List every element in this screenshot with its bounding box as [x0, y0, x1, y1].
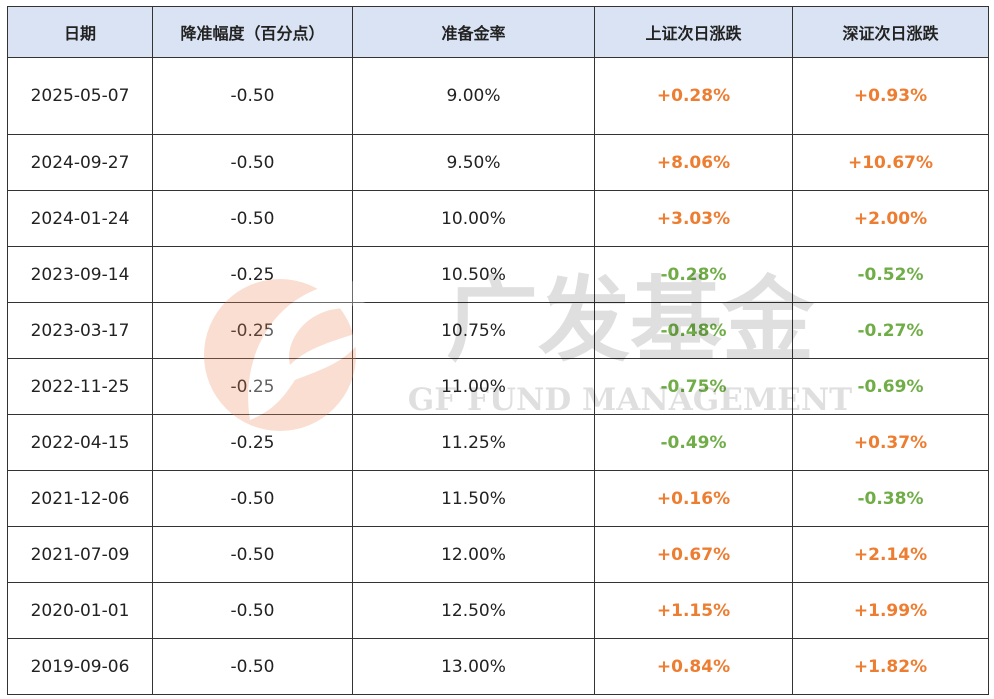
table-cell: +10.67% [792, 134, 989, 191]
table-cell: +0.93% [792, 57, 989, 135]
table-cell: 10.75% [352, 302, 595, 359]
table-cell: -0.48% [594, 302, 793, 359]
table-cell: 2022-11-25 [7, 358, 153, 415]
table-cell: +0.16% [594, 470, 793, 527]
table-row: 2023-09-14 -0.25 10.50% -0.28% -0.52% [7, 246, 989, 303]
table-cell: 2023-09-14 [7, 246, 153, 303]
table-cell: 12.50% [352, 582, 595, 639]
table-cell: 2022-04-15 [7, 414, 153, 471]
table-cell: -0.27% [792, 302, 989, 359]
table-row: 2025-05-07 -0.50 9.00% +0.28% +0.93% [7, 57, 989, 135]
table-cell: +1.82% [792, 638, 989, 695]
table-cell: +0.28% [594, 57, 793, 135]
table-cell: 2025-05-07 [7, 57, 153, 135]
table-cell: -0.25 [152, 414, 353, 471]
table-cell: -0.69% [792, 358, 989, 415]
table-row: 2022-04-15 -0.25 11.25% -0.49% +0.37% [7, 414, 989, 471]
table-cell: +0.84% [594, 638, 793, 695]
table-cell: +0.67% [594, 526, 793, 583]
table-body: 2025-05-07 -0.50 9.00% +0.28% +0.93% 2024-09-… [7, 57, 989, 695]
table-cell: +3.03% [594, 190, 793, 247]
table-cell: -0.50 [152, 582, 353, 639]
table-cell: -0.75% [594, 358, 793, 415]
header-row: 日期 降准幅度（百分点） 准备金率 上证次日涨跌 深证次日涨跌 [7, 6, 989, 58]
header-cell: 日期 [7, 6, 153, 58]
table-row: 2019-09-06 -0.50 13.00% +0.84% +1.82% [7, 638, 989, 695]
table-row: 2024-01-24 -0.50 10.00% +3.03% +2.00% [7, 190, 989, 247]
table-cell: -0.28% [594, 246, 793, 303]
table-cell: 2021-12-06 [7, 470, 153, 527]
table-cell: 11.25% [352, 414, 595, 471]
table-cell: -0.50 [152, 190, 353, 247]
table-cell: 12.00% [352, 526, 595, 583]
table-cell: -0.25 [152, 358, 353, 415]
table-cell: -0.50 [152, 57, 353, 135]
table-cell: +0.37% [792, 414, 989, 471]
table-cell: 2024-09-27 [7, 134, 153, 191]
table-cell: 9.00% [352, 57, 595, 135]
table-cell: -0.50 [152, 638, 353, 695]
header-cell: 降准幅度（百分点） [152, 6, 353, 58]
table-row: 2021-07-09 -0.50 12.00% +0.67% +2.14% [7, 526, 989, 583]
table-cell: +1.15% [594, 582, 793, 639]
rrr-table: 日期 降准幅度（百分点） 准备金率 上证次日涨跌 深证次日涨跌 2025-05-07 -0… [7, 6, 989, 695]
table-cell: -0.25 [152, 246, 353, 303]
table-cell: +2.00% [792, 190, 989, 247]
table-cell: -0.50 [152, 470, 353, 527]
table-row: 2022-11-25 -0.25 11.00% -0.75% -0.69% [7, 358, 989, 415]
header-cell: 上证次日涨跌 [594, 6, 793, 58]
table-cell: -0.50 [152, 134, 353, 191]
table-row: 2020-01-01 -0.50 12.50% +1.15% +1.99% [7, 582, 989, 639]
table-cell: -0.25 [152, 302, 353, 359]
table-cell: 9.50% [352, 134, 595, 191]
header-cell: 深证次日涨跌 [792, 6, 989, 58]
header-cell: 准备金率 [352, 6, 595, 58]
table-cell: -0.38% [792, 470, 989, 527]
table-cell: -0.52% [792, 246, 989, 303]
table-cell: 10.00% [352, 190, 595, 247]
table-cell: +2.14% [792, 526, 989, 583]
table-cell: +1.99% [792, 582, 989, 639]
table-cell: +8.06% [594, 134, 793, 191]
table-cell: 2023-03-17 [7, 302, 153, 359]
table-cell: 2020-01-01 [7, 582, 153, 639]
table-cell: 2021-07-09 [7, 526, 153, 583]
table-row: 2021-12-06 -0.50 11.50% +0.16% -0.38% [7, 470, 989, 527]
table-cell: 10.50% [352, 246, 595, 303]
table-cell: -0.50 [152, 526, 353, 583]
table-row: 2024-09-27 -0.50 9.50% +8.06% +10.67% [7, 134, 989, 191]
table-row: 2023-03-17 -0.25 10.75% -0.48% -0.27% [7, 302, 989, 359]
table-cell: 2019-09-06 [7, 638, 153, 695]
table-cell: 11.00% [352, 358, 595, 415]
table-cell: 11.50% [352, 470, 595, 527]
table-cell: 13.00% [352, 638, 595, 695]
table-cell: 2024-01-24 [7, 190, 153, 247]
table-cell: -0.49% [594, 414, 793, 471]
